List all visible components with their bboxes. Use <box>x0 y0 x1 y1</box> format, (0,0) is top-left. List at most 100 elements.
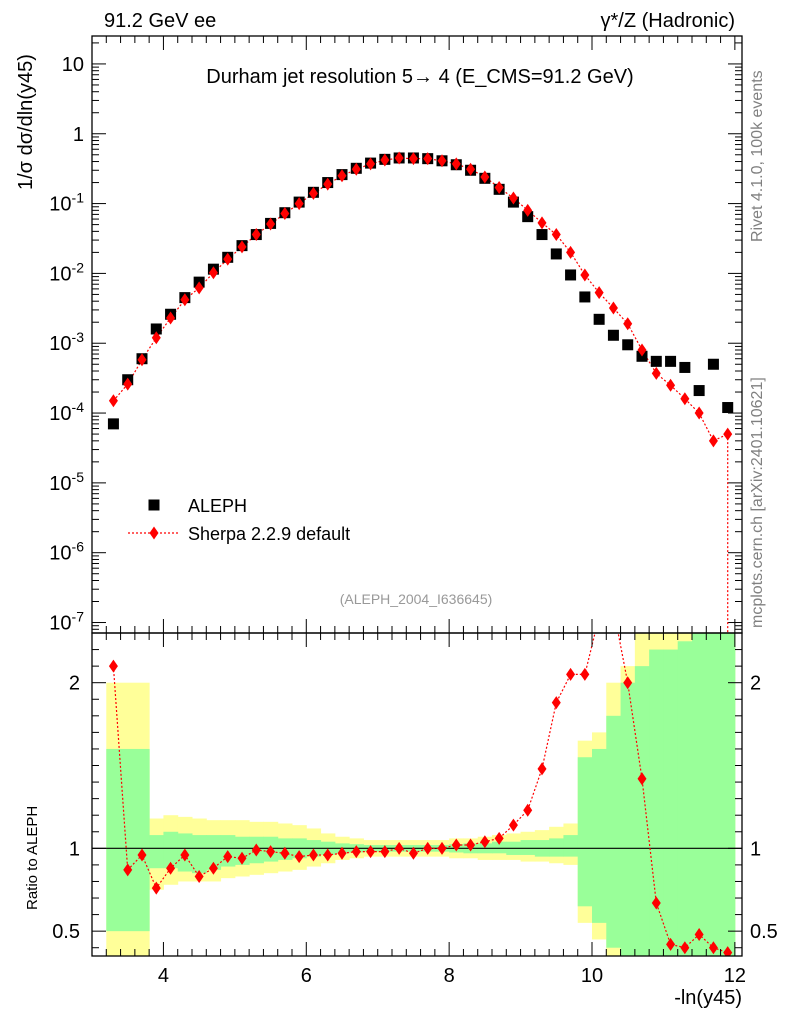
sherpa-point <box>266 217 276 231</box>
sherpa-point <box>166 311 176 325</box>
ratio-panel: 2 2 1 1 0.5 0.5 4 6 8 10 12 Ratio to ALEPH -ln(y45) <box>24 602 778 1009</box>
ratio-point <box>166 861 176 875</box>
ratio-point <box>137 848 147 862</box>
sherpa-point <box>594 286 604 300</box>
aleph-point <box>579 291 591 303</box>
aleph-point <box>722 402 734 414</box>
legend-aleph-label: ALEPH <box>188 496 247 516</box>
sherpa-point <box>537 216 547 230</box>
legend-aleph-marker <box>148 499 160 511</box>
ratio-tick-label-right: 2 <box>750 673 761 695</box>
aleph-point <box>536 229 548 241</box>
ratio-point <box>423 841 433 855</box>
sherpa-point <box>508 191 518 205</box>
sherpa-point <box>237 240 247 254</box>
ratio-point <box>694 927 704 941</box>
sherpa-point <box>566 245 576 259</box>
ratio-point <box>394 841 404 855</box>
ratio-series <box>108 602 733 956</box>
ratio-point <box>595 610 604 623</box>
ratio-point <box>180 848 190 862</box>
sherpa-point <box>523 203 533 217</box>
ratio-band-inner <box>692 633 707 956</box>
aleph-point <box>550 248 562 260</box>
sherpa-point <box>637 343 647 357</box>
y-tick-label: 10-4 <box>49 399 84 425</box>
ratio-point <box>323 848 333 862</box>
ratio-point <box>651 896 661 910</box>
sherpa-point <box>108 394 118 408</box>
ratio-band-inner <box>549 838 564 857</box>
ratio-band-inner <box>677 641 693 956</box>
aleph-point <box>650 355 662 367</box>
ratio-point <box>108 659 118 673</box>
main-panel: 10 1 10-1 10-2 10-3 10-4 10-5 10-6 10-7 1/σ dσ/dl… <box>15 36 742 635</box>
sherpa-point <box>580 268 590 282</box>
ratio-band-inner <box>163 831 179 869</box>
aleph-point <box>679 361 691 373</box>
sherpa-point <box>323 177 333 191</box>
mcplots-label: mcplots.cern.ch [arXiv:2401.10621] <box>749 377 766 628</box>
ratio-point <box>508 818 518 832</box>
aleph-point <box>665 355 677 367</box>
ratio-tick-label-right: 1 <box>750 838 761 860</box>
ratio-point <box>380 845 390 859</box>
ratio-point <box>537 762 547 776</box>
chart-title: Durham jet resolution 5→ 4 (E_CMS=91.2 G… <box>206 66 633 88</box>
ratio-point <box>194 869 204 883</box>
ratio-point <box>351 845 361 859</box>
ratio-tick-label-left: 1 <box>69 838 80 860</box>
ratio-point <box>523 803 533 817</box>
sherpa-point <box>423 152 433 166</box>
sherpa-point <box>337 169 347 183</box>
rivet-version-label: Rivet 4.1.0, 100k events <box>749 70 766 242</box>
ratio-frame <box>91 632 743 957</box>
y-tick-label: 10-6 <box>49 539 84 565</box>
aleph-point <box>607 329 619 341</box>
ratio-point <box>437 841 447 855</box>
ratio-point <box>451 838 461 852</box>
aleph-point <box>150 323 162 335</box>
ratio-band-inner <box>649 649 664 956</box>
sherpa-point <box>466 162 476 176</box>
ratio-point <box>308 848 318 862</box>
ratio-point <box>580 667 590 681</box>
x-axis-title: -ln(y45) <box>674 987 742 1009</box>
y-tick-label: 10-7 <box>49 609 84 635</box>
x-tick-label: 8 <box>444 965 455 987</box>
sherpa-point <box>623 317 633 331</box>
ratio-point <box>566 667 576 681</box>
legend-sherpa-label: Sherpa 2.2.9 default <box>188 524 350 544</box>
ratio-point <box>494 831 504 845</box>
ratio-point <box>337 846 347 860</box>
ratio-band-inner <box>563 835 579 857</box>
ratio-point <box>208 861 218 875</box>
ratio-point <box>123 863 133 877</box>
sherpa-point <box>308 186 318 200</box>
sherpa-point <box>151 331 161 345</box>
sherpa-point <box>251 228 261 242</box>
ratio-point <box>408 846 418 860</box>
ratio-point <box>266 845 276 859</box>
x-tick-label: 4 <box>158 965 169 987</box>
ratio-band-inner <box>192 835 207 874</box>
ratio-point <box>151 881 161 895</box>
ratio-band-inner <box>520 840 536 855</box>
ratio-tick-label-left: 2 <box>69 673 80 695</box>
legend-sherpa-marker <box>149 526 159 540</box>
x-tick-label: 6 <box>301 965 312 987</box>
ratio-point <box>480 835 490 849</box>
sherpa-point <box>180 293 190 307</box>
ratio-tick-label-left: 0.5 <box>52 921 80 943</box>
ratio-band-inner <box>620 682 636 956</box>
ratio-band-inner <box>720 633 736 956</box>
header-left: 91.2 GeV ee <box>104 10 216 32</box>
y-tick-label: 1 <box>73 124 84 146</box>
aleph-point <box>693 385 705 397</box>
sherpa-point <box>437 154 447 168</box>
ratio-band-inner <box>492 841 507 854</box>
ratio-band-inner <box>634 666 650 956</box>
aleph-point <box>593 313 605 325</box>
ratio-point <box>708 941 718 955</box>
ratio-point <box>609 602 618 615</box>
